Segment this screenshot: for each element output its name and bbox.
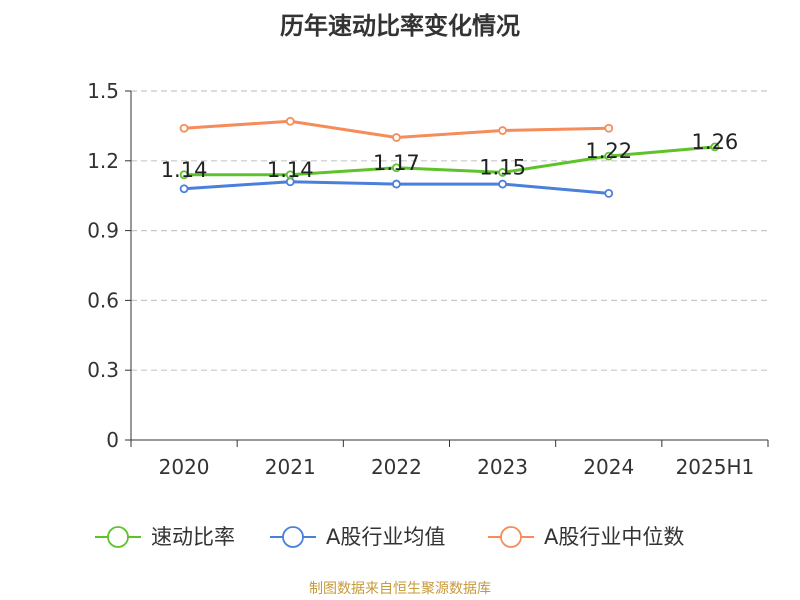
data-point [285, 170, 295, 180]
data-label: 1.15 [479, 155, 526, 179]
y-tick-label: 1.2 [87, 149, 119, 173]
data-label: 1.22 [585, 139, 632, 163]
y-tick-label: 0.6 [87, 288, 119, 312]
legend-marker [107, 526, 129, 548]
x-tick-label: 2021 [265, 455, 316, 479]
data-point [285, 116, 295, 126]
legend-label: A股行业中位数 [544, 525, 684, 549]
data-point [604, 151, 614, 161]
legend-item: 速动比率 [95, 525, 235, 549]
chart-title: 历年速动比率变化情况 [280, 12, 520, 40]
data-point [179, 184, 189, 194]
axes: 0 0.3 0.6 0.9 1.2 1.5 2020 2021 2022 2023 2024 2025… [87, 79, 769, 479]
series-line [184, 145, 716, 177]
data-point [710, 142, 720, 152]
source-note: 制图数据来自恒生聚源数据库 [309, 581, 491, 597]
data-labels: 1.14 1.14 1.17 1.15 1.22 1.26 [161, 130, 739, 182]
legend-marker [282, 526, 304, 548]
data-point [498, 126, 507, 135]
x-tick-label: 2023 [477, 455, 528, 479]
data-point [604, 188, 614, 198]
x-tick-label: 2022 [371, 455, 422, 479]
x-tick-label: 2025H1 [676, 455, 755, 479]
legend-label: A股行业均值 [326, 525, 445, 549]
data-point [392, 163, 401, 173]
legend: 速动比率 A股行业均值 A股行业中位数 [95, 525, 684, 549]
y-tick-label: 0 [106, 428, 119, 452]
legend-item: A股行业均值 [270, 525, 445, 549]
x-tick-label: 2024 [583, 455, 634, 479]
grid-lines [131, 90, 768, 371]
data-label: 1.17 [373, 151, 420, 175]
legend-marker [500, 526, 522, 548]
data-label: 1.14 [267, 158, 314, 182]
legend-item: A股行业中位数 [488, 525, 684, 549]
series-lines [179, 116, 720, 198]
x-tick-label: 2020 [159, 455, 210, 479]
data-point [498, 179, 507, 189]
legend-label: 速动比率 [151, 525, 235, 549]
data-point [392, 133, 401, 142]
y-tick-label: 0.3 [87, 358, 119, 382]
data-point [498, 168, 507, 177]
data-label: 1.26 [692, 130, 739, 154]
data-point [179, 123, 189, 133]
data-point [604, 123, 614, 133]
data-label: 1.14 [161, 158, 208, 182]
data-point [179, 170, 189, 180]
y-tick-label: 0.9 [87, 219, 119, 243]
y-tick-label: 1.5 [87, 79, 119, 103]
data-point [392, 179, 401, 189]
